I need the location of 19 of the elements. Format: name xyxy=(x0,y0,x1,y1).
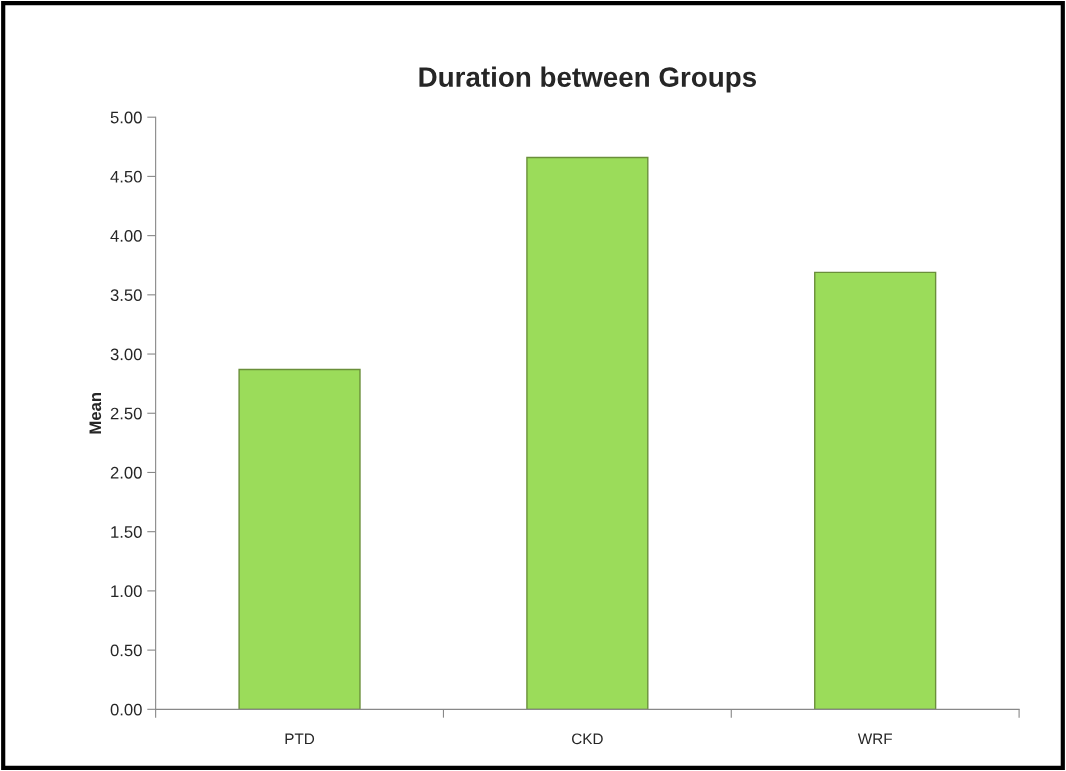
y-axis-title: Mean xyxy=(89,392,102,434)
y-tick-label: 1.50 xyxy=(111,526,142,538)
y-tick-label: 4.00 xyxy=(110,230,142,242)
y-tick-label: 0.50 xyxy=(110,644,142,657)
y-tick-label: 5.00 xyxy=(110,111,142,124)
y-tick-label: 0.00 xyxy=(110,703,142,716)
bar xyxy=(814,271,937,710)
bar xyxy=(238,368,361,710)
x-tick-label: CKD xyxy=(572,733,603,745)
bar xyxy=(526,156,649,710)
y-tick-label: 3.00 xyxy=(110,348,142,361)
y-tick-label: 1.00 xyxy=(111,585,142,598)
y-tick-label: 3.50 xyxy=(110,289,142,302)
chart-title: Duration between Groups xyxy=(419,66,756,93)
x-tick-label: WRF xyxy=(857,733,892,745)
y-tick-label: 4.50 xyxy=(110,170,142,183)
x-tick-label: PTD xyxy=(285,733,315,745)
y-tick-label: 2.50 xyxy=(110,407,142,420)
y-tick-label: 2.00 xyxy=(110,466,142,479)
